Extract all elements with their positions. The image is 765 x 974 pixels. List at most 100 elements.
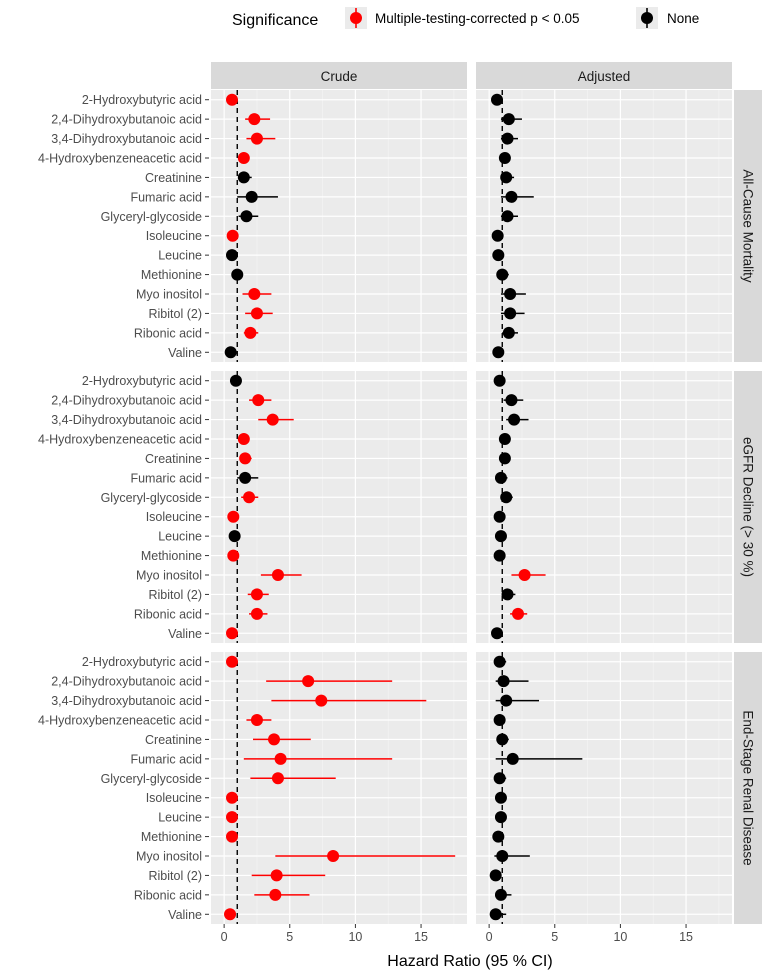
point-2-hydroxybutyric-acid	[493, 374, 506, 387]
point-methionine	[226, 830, 239, 843]
metabolite-label: Glyceryl-glycoside	[101, 491, 202, 505]
metabolite-label: Ribitol (2)	[149, 307, 203, 321]
point-myo-inositol	[504, 288, 517, 300]
point-valine	[226, 627, 239, 640]
point-valine	[224, 346, 237, 359]
point-ribonic-acid	[502, 326, 515, 339]
point-ribonic-acid	[244, 326, 257, 339]
point-ribonic-acid	[512, 607, 525, 620]
metabolite-label: 4-Hydroxybenzeneacetic acid	[38, 714, 202, 728]
metabolite-label: Myo inositol	[136, 288, 202, 302]
point-methionine	[493, 549, 506, 562]
metabolite-label: Methionine	[141, 549, 202, 563]
row-strip-label-all-cause-mortality: All-Cause Mortality	[741, 169, 756, 283]
metabolite-label: Valine	[168, 346, 202, 360]
point-4-hydroxybenzeneacetic-acid	[250, 714, 263, 726]
metabolite-label: Myo inositol	[136, 569, 202, 583]
metabolite-label: 2-Hydroxybutyric acid	[82, 93, 202, 107]
metabolite-label: 3,4-Dihydroxybutanoic acid	[51, 413, 202, 427]
point-creatinine	[500, 171, 513, 184]
point-glyceryl-glycoside	[271, 772, 284, 785]
point-valine	[489, 908, 502, 921]
point-valine	[492, 346, 505, 359]
point-creatinine	[498, 452, 511, 465]
metabolite-label: Ribonic acid	[134, 607, 202, 621]
point-3-4-dihydroxybutanoic-acid	[501, 132, 514, 145]
metabolite-label: Ribitol (2)	[149, 588, 203, 602]
point-fumaric-acid	[506, 752, 519, 765]
point-ribitol-2	[250, 588, 263, 601]
point-2-4-dihydroxybutanoic-acid	[252, 394, 265, 407]
point-myo-inositol	[327, 850, 340, 862]
point-3-4-dihydroxybutanoic-acid	[500, 694, 513, 707]
legend-title: Significance	[232, 12, 318, 29]
point-2-hydroxybutyric-acid	[491, 93, 504, 106]
point-leucine	[494, 811, 507, 824]
metabolite-label: Glyceryl-glycoside	[101, 210, 202, 224]
metabolite-label: 4-Hydroxybenzeneacetic acid	[38, 433, 202, 447]
legend: Significance Multiple-testing-corrected …	[232, 7, 699, 29]
legend-key-none-point	[641, 12, 653, 24]
point-3-4-dihydroxybutanoic-acid	[508, 413, 521, 426]
metabolite-label: Methionine	[141, 830, 202, 844]
point-glyceryl-glycoside	[493, 772, 506, 785]
metabolite-label: Ribonic acid	[134, 888, 202, 902]
point-creatinine	[237, 171, 250, 184]
x-tick-label: 15	[679, 930, 693, 944]
x-tick-label: 5	[551, 930, 558, 944]
point-2-hydroxybutyric-acid	[226, 655, 239, 668]
metabolite-label: Creatinine	[145, 171, 202, 185]
row-strip-end-stage-renal-disease	[734, 652, 762, 924]
row-strip-label-egfr-decline-30: eGFR Decline (> 30 %)	[741, 437, 756, 577]
metabolite-label: Fumaric acid	[130, 471, 202, 485]
point-2-4-dihydroxybutanoic-acid	[505, 394, 518, 407]
metabolite-label: 2,4-Dihydroxybutanoic acid	[51, 113, 202, 127]
point-2-4-dihydroxybutanoic-acid	[302, 675, 315, 688]
point-myo-inositol	[271, 569, 284, 581]
point-fumaric-acid	[494, 471, 507, 484]
panel-bg-end-stage-renal-disease-crude	[211, 652, 467, 924]
point-myo-inositol	[248, 288, 261, 300]
metabolite-label: Ribonic acid	[134, 326, 202, 340]
metabolite-label: 2,4-Dihydroxybutanoic acid	[51, 675, 202, 689]
metabolite-label: Leucine	[158, 530, 202, 544]
point-methionine	[496, 268, 509, 281]
panel-bg-all-cause-mortality-crude	[211, 90, 467, 362]
x-tick-label: 10	[613, 930, 627, 944]
point-ribitol-2	[250, 307, 263, 320]
metabolite-label: Creatinine	[145, 452, 202, 466]
point-fumaric-acid	[239, 471, 252, 484]
metabolite-label: Valine	[168, 627, 202, 641]
metabolite-label: Fumaric acid	[130, 190, 202, 204]
point-isoleucine	[493, 510, 506, 523]
point-leucine	[494, 530, 507, 543]
point-ribonic-acid	[494, 888, 507, 901]
row-strip-egfr-decline-30	[734, 371, 762, 643]
column-strip-adjusted	[476, 62, 732, 89]
point-2-hydroxybutyric-acid	[226, 93, 239, 106]
point-4-hydroxybenzeneacetic-acid	[237, 433, 250, 445]
metabolite-label: 4-Hydroxybenzeneacetic acid	[38, 152, 202, 166]
point-glyceryl-glycoside	[243, 491, 256, 504]
point-isoleucine	[494, 791, 507, 804]
plot-area: Crude Adjusted All-Cause Mortality 2-Hydrox…	[38, 62, 762, 944]
metabolite-label: 2-Hydroxybutyric acid	[82, 655, 202, 669]
point-fumaric-acid	[274, 752, 287, 765]
metabolite-label: Creatinine	[145, 733, 202, 747]
point-4-hydroxybenzeneacetic-acid	[498, 433, 511, 445]
metabolite-label: Isoleucine	[146, 229, 202, 243]
legend-key-significant-point	[350, 12, 362, 24]
metabolite-label: 2,4-Dihydroxybutanoic acid	[51, 394, 202, 408]
point-3-4-dihydroxybutanoic-acid	[250, 132, 263, 145]
point-ribitol-2	[504, 307, 517, 320]
point-4-hydroxybenzeneacetic-acid	[498, 152, 511, 164]
point-methionine	[492, 830, 505, 843]
point-ribonic-acid	[250, 607, 263, 620]
point-2-hydroxybutyric-acid	[493, 655, 506, 668]
metabolite-label: Glyceryl-glycoside	[101, 772, 202, 786]
point-ribonic-acid	[269, 888, 282, 901]
x-tick-label: 5	[286, 930, 293, 944]
point-glyceryl-glycoside	[501, 210, 514, 223]
metabolite-label: Isoleucine	[146, 791, 202, 805]
point-valine	[224, 908, 237, 921]
